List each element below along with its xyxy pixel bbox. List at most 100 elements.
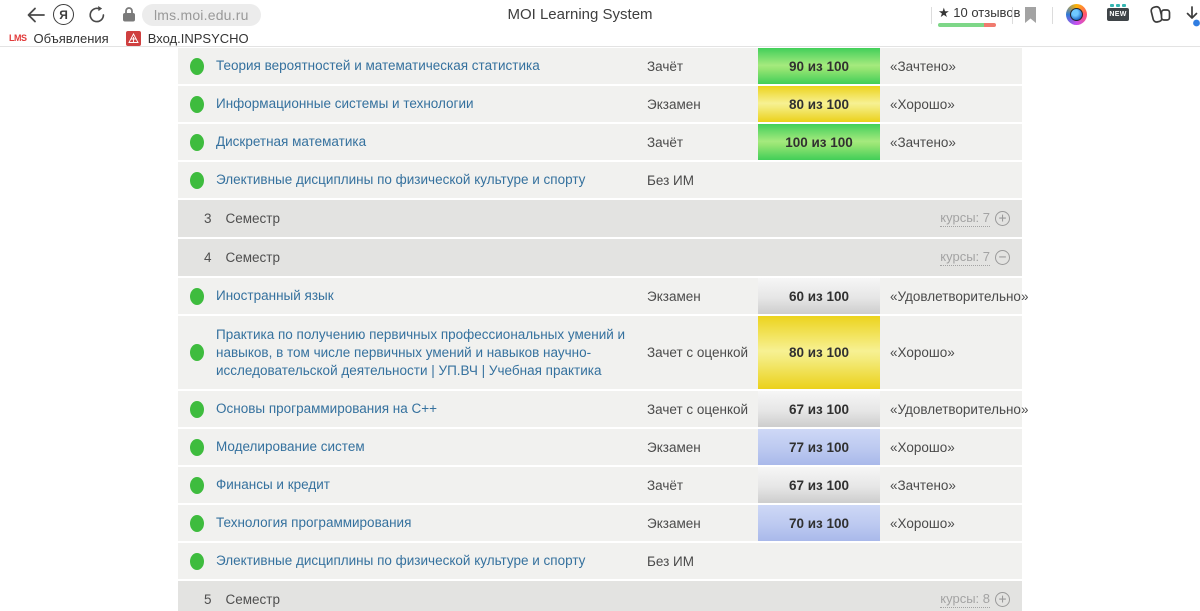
courses-count-link[interactable]: курсы: 7	[940, 210, 990, 227]
browser-orb-inner	[1070, 8, 1083, 21]
course-link[interactable]: Иностранный язык	[216, 288, 334, 303]
course-link[interactable]: Практика по получению первичных професси…	[216, 326, 626, 378]
rating-bar-green	[938, 23, 985, 27]
course-link[interactable]: Элективные дисциплины по физической куль…	[216, 553, 586, 568]
browser-orb-icon[interactable]	[1066, 4, 1087, 25]
url-text: lms.moi.edu.ru	[154, 7, 249, 23]
grade-text: «Зачтено»	[890, 58, 956, 74]
score-badge: 77 из 100	[758, 429, 880, 465]
course-row: Дискретная математика Зачёт 100 из 100 «…	[178, 124, 1022, 160]
assessment-type: Зачёт	[647, 134, 684, 150]
course-row: Технология программирования Экзамен 70 и…	[178, 505, 1022, 541]
semester-number: 3	[204, 211, 212, 226]
assessment-type: Экзамен	[647, 96, 701, 112]
score-badge: 70 из 100	[758, 505, 880, 541]
green-status-dot	[190, 476, 204, 494]
course-link[interactable]: Информационные системы и технологии	[216, 96, 474, 111]
course-link[interactable]: Элективные дисциплины по физической куль…	[216, 172, 586, 187]
back-icon[interactable]	[24, 3, 48, 27]
grade-text	[880, 162, 1022, 198]
score-badge: 67 из 100	[758, 467, 880, 503]
address-bar[interactable]: lms.moi.edu.ru	[142, 4, 261, 26]
green-status-dot	[190, 133, 204, 151]
download-icon[interactable]	[1184, 4, 1200, 28]
rating-bar-red	[984, 23, 996, 27]
grade-text: «Хорошо»	[890, 96, 955, 112]
grade-text: «Хорошо»	[890, 515, 955, 531]
semester-label: Семестр	[225, 592, 281, 607]
course-status	[178, 278, 216, 314]
course-link[interactable]: Технология программирования	[216, 515, 412, 530]
toolbar-separator	[1012, 7, 1013, 24]
green-status-dot	[190, 438, 204, 456]
course-link[interactable]: Финансы и кредит	[216, 477, 330, 492]
inpsycho-favicon	[125, 30, 141, 46]
score-badge: 60 из 100	[758, 278, 880, 314]
expand-toggle-icon[interactable]: −	[995, 250, 1010, 265]
collections-icon[interactable]	[1148, 3, 1174, 27]
course-status	[178, 391, 216, 427]
course-row: Элективные дисциплины по физической куль…	[178, 543, 1022, 579]
assessment-type: Экзамен	[647, 515, 701, 531]
courses-count-link[interactable]: курсы: 7	[940, 249, 990, 266]
new-extension-icon[interactable]: NEW	[1107, 4, 1129, 25]
course-status	[178, 429, 216, 465]
grade-text	[880, 543, 1022, 579]
new-icon-dashes	[1107, 4, 1129, 7]
green-status-dot	[190, 171, 204, 189]
assessment-type: Без ИМ	[647, 553, 694, 569]
green-status-dot	[190, 344, 204, 361]
courses-count-link[interactable]: курсы: 8	[940, 591, 990, 608]
reload-icon[interactable]	[86, 4, 108, 26]
rating-bar	[938, 23, 996, 27]
course-link[interactable]: Моделирование систем	[216, 439, 365, 454]
score-badge: 100 из 100	[758, 124, 880, 160]
star-icon: ★	[938, 5, 950, 20]
semester-number: 5	[204, 592, 212, 607]
grade-text: «Хорошо»	[890, 345, 955, 360]
expand-toggle-icon[interactable]: +	[995, 592, 1010, 607]
toolbar-separator	[1052, 7, 1053, 24]
expand-toggle-icon[interactable]: +	[995, 211, 1010, 226]
grades-table: Теория вероятностей и математическая ста…	[178, 48, 1028, 611]
semester-header-row: 4 Семестр курсы: 7 −	[178, 239, 1022, 276]
assessment-type: Зачёт	[647, 58, 684, 74]
green-status-dot	[190, 95, 204, 113]
course-row: Иностранный язык Экзамен 60 из 100 «Удов…	[178, 278, 1028, 314]
assessment-type: Зачёт	[647, 477, 684, 493]
green-status-dot	[190, 400, 204, 418]
green-status-dot	[190, 552, 204, 570]
course-status	[178, 467, 216, 503]
assessment-type: Экзамен	[647, 288, 701, 304]
score-badge: 90 из 100	[758, 48, 880, 84]
bookmarks-bar: LMS Объявления Вход.INPSYCHO	[0, 30, 1200, 47]
toolbar-separator	[931, 7, 932, 24]
course-status	[178, 505, 216, 541]
course-link[interactable]: Основы программирования на C++	[216, 401, 438, 416]
course-link[interactable]: Теория вероятностей и математическая ста…	[216, 58, 540, 73]
course-link[interactable]: Дискретная математика	[216, 134, 367, 149]
course-row: Финансы и кредит Зачёт 67 из 100 «Зачтен…	[178, 467, 1022, 503]
bookmark-item-announcements[interactable]: LMS Объявления	[9, 31, 109, 46]
course-row: Элективные дисциплины по физической куль…	[178, 162, 1022, 198]
yandex-browser-icon[interactable]: Я	[53, 4, 74, 25]
score-badge: 80 из 100	[758, 86, 880, 122]
semester-label: Семестр	[225, 211, 281, 226]
course-row: Теория вероятностей и математическая ста…	[178, 48, 1022, 84]
score-badge: 80 из 100	[758, 316, 880, 389]
grade-text: «Удовлетворительно»	[890, 288, 1029, 304]
grade-text: «Удовлетворительно»	[890, 401, 1029, 417]
browser-toolbar: Я lms.moi.edu.ru MOI Learning System ★ 1…	[0, 0, 1200, 30]
semester-label: Семестр	[225, 250, 281, 265]
course-row: Информационные системы и технологии Экза…	[178, 86, 1022, 122]
bookmark-label: Объявления	[33, 30, 109, 46]
course-row: Моделирование систем Экзамен 77 из 100 «…	[178, 429, 1022, 465]
assessment-type: Зачет с оценкой	[647, 345, 749, 360]
bookmark-icon[interactable]	[1023, 6, 1038, 24]
bookmark-item-inpsycho[interactable]: Вход.INPSYCHO	[125, 30, 249, 46]
course-status	[178, 316, 216, 389]
site-rating[interactable]: ★ 10 отзывов	[938, 5, 1020, 27]
lms-favicon: LMS	[9, 33, 27, 43]
lock-icon[interactable]	[121, 6, 137, 23]
